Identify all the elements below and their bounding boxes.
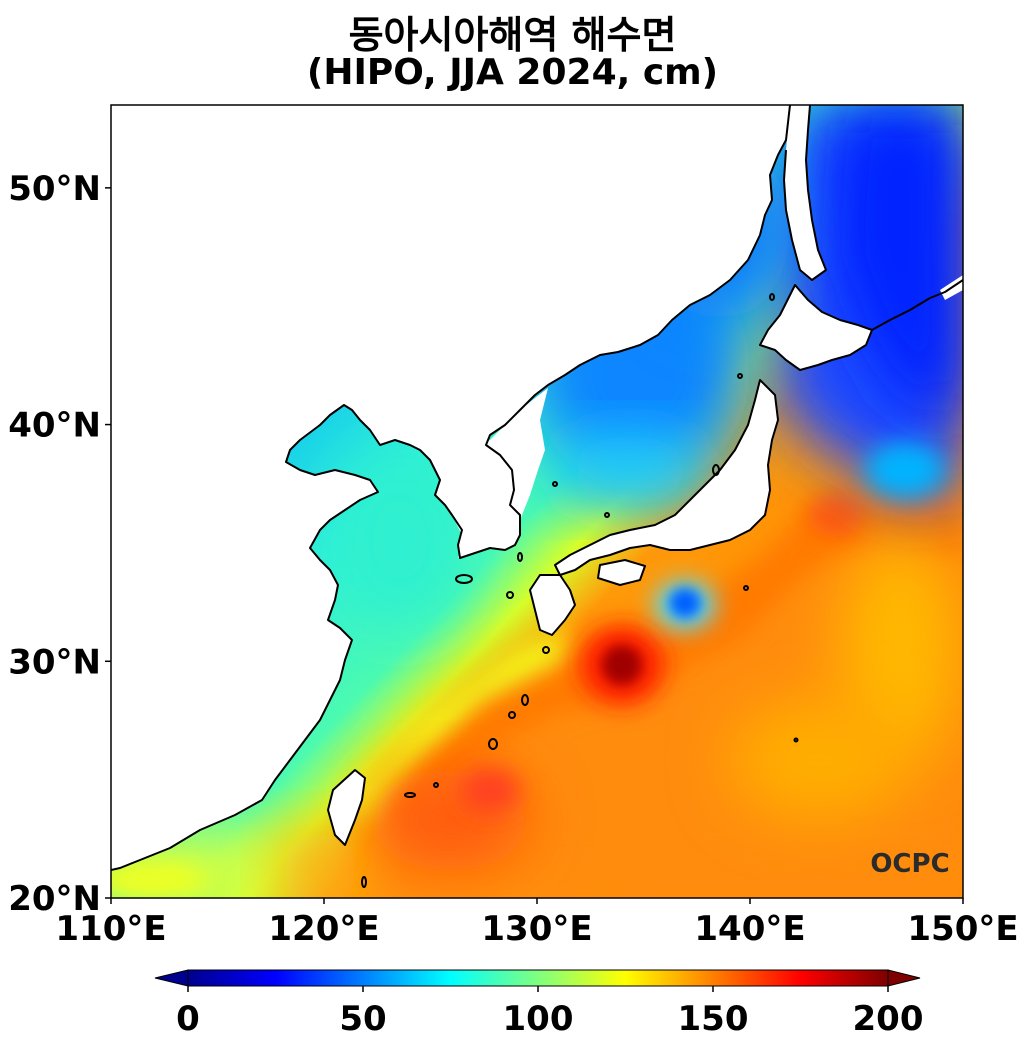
colorbar: 0 50 100 150 200 <box>154 969 923 1039</box>
latitude-axis: 20°N 30°N 40°N 50°N <box>8 169 111 919</box>
map-subtitle: (HIPO, JJA 2024, cm) <box>306 52 719 93</box>
lon-tick-label: 120°E <box>268 909 379 949</box>
lon-tick-label: 130°E <box>481 909 592 949</box>
land-mask <box>111 105 963 870</box>
lon-tick-label: 140°E <box>694 909 805 949</box>
coastlines <box>111 105 963 888</box>
colorbar-bar <box>187 969 889 987</box>
lat-tick-label: 20°N <box>8 879 101 919</box>
colorbar-tick-label: 100 <box>503 999 574 1039</box>
colorbar-tick-label: 150 <box>678 999 749 1039</box>
colorbar-max-extend <box>887 969 921 987</box>
longitude-axis: 110°E 120°E 130°E 140°E 150°E <box>55 898 1019 949</box>
colorbar-tick-label: 0 <box>176 999 200 1039</box>
lon-tick-label: 150°E <box>907 909 1018 949</box>
colorbar-tick-label: 50 <box>339 999 386 1039</box>
colorbar-ticks: 0 50 100 150 200 <box>176 986 923 1039</box>
map-title: 동아시아해역 해수면 <box>348 13 677 57</box>
colorbar-min-extend <box>154 969 189 987</box>
lat-tick-label: 30°N <box>8 642 101 682</box>
lat-tick-label: 40°N <box>8 406 101 446</box>
colorbar-tick-label: 200 <box>853 999 924 1039</box>
lon-tick-label: 110°E <box>55 909 166 949</box>
ocpc-logo: OCPC <box>870 849 949 879</box>
lat-tick-label: 50°N <box>8 169 101 209</box>
